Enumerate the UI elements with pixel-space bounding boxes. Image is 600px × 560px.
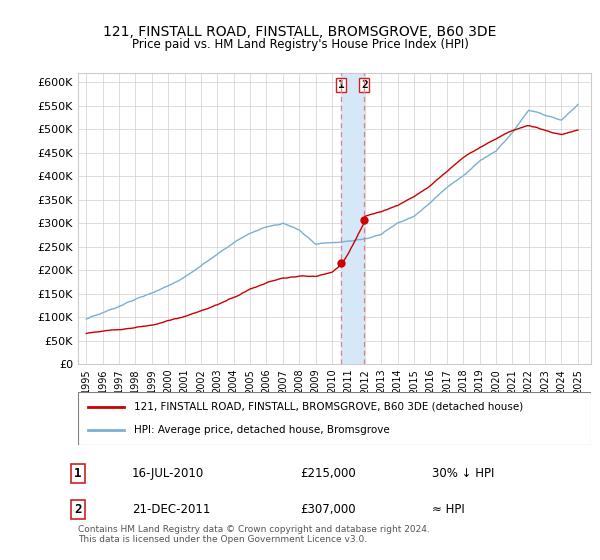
Text: 16-JUL-2010: 16-JUL-2010 xyxy=(132,466,204,480)
Text: 30% ↓ HPI: 30% ↓ HPI xyxy=(432,466,494,480)
Text: Price paid vs. HM Land Registry's House Price Index (HPI): Price paid vs. HM Land Registry's House … xyxy=(131,38,469,50)
Bar xyxy=(341,73,364,364)
Text: 121, FINSTALL ROAD, FINSTALL, BROMSGROVE, B60 3DE: 121, FINSTALL ROAD, FINSTALL, BROMSGROVE… xyxy=(103,25,497,39)
Text: ≈ HPI: ≈ HPI xyxy=(432,503,465,516)
Text: 1: 1 xyxy=(338,80,344,90)
FancyBboxPatch shape xyxy=(78,392,591,445)
Text: 1: 1 xyxy=(74,466,82,480)
Text: 2: 2 xyxy=(74,503,82,516)
Text: 2: 2 xyxy=(361,80,368,90)
Text: 121, FINSTALL ROAD, FINSTALL, BROMSGROVE, B60 3DE (detached house): 121, FINSTALL ROAD, FINSTALL, BROMSGROVE… xyxy=(134,402,524,412)
Text: HPI: Average price, detached house, Bromsgrove: HPI: Average price, detached house, Brom… xyxy=(134,425,390,435)
Text: 21-DEC-2011: 21-DEC-2011 xyxy=(132,503,211,516)
Text: £215,000: £215,000 xyxy=(300,466,356,480)
Text: £307,000: £307,000 xyxy=(300,503,356,516)
Text: Contains HM Land Registry data © Crown copyright and database right 2024.
This d: Contains HM Land Registry data © Crown c… xyxy=(78,525,430,544)
